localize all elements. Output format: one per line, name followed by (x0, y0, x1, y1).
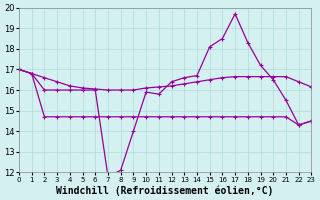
X-axis label: Windchill (Refroidissement éolien,°C): Windchill (Refroidissement éolien,°C) (57, 185, 274, 196)
